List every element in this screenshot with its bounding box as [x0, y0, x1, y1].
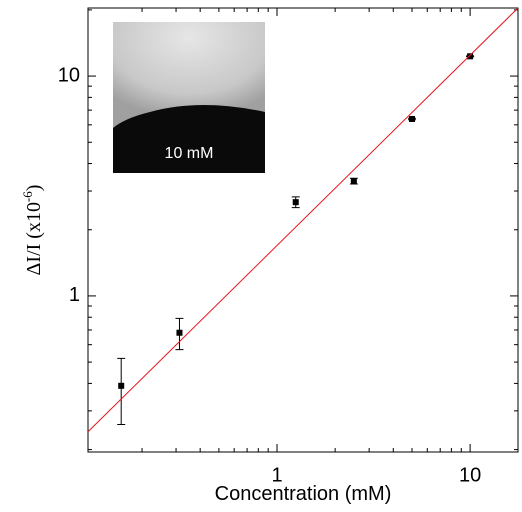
- point: [292, 199, 299, 206]
- point: [408, 115, 415, 122]
- point: [350, 178, 357, 185]
- inset-label: 10 mM: [165, 145, 214, 162]
- y-tick-label: 1: [69, 284, 80, 306]
- y-label-text: ΔI/I (x10: [23, 202, 45, 275]
- x-axis-label: Concentration (mM): [215, 483, 392, 505]
- error-bar: [117, 357, 126, 426]
- x-tick-label: 1: [271, 464, 282, 486]
- inset-image: 10 mM: [113, 22, 265, 173]
- fit-line: [87, 7, 519, 433]
- y-label-end: ): [23, 185, 45, 192]
- point: [467, 53, 474, 60]
- y-axis-label: ΔI/I (x10-6): [20, 185, 45, 276]
- x-tick-label: 10: [459, 464, 481, 486]
- y-label-sup: -6: [20, 191, 35, 202]
- point: [118, 382, 125, 389]
- y-tick-label: 10: [58, 64, 80, 86]
- point: [176, 329, 183, 336]
